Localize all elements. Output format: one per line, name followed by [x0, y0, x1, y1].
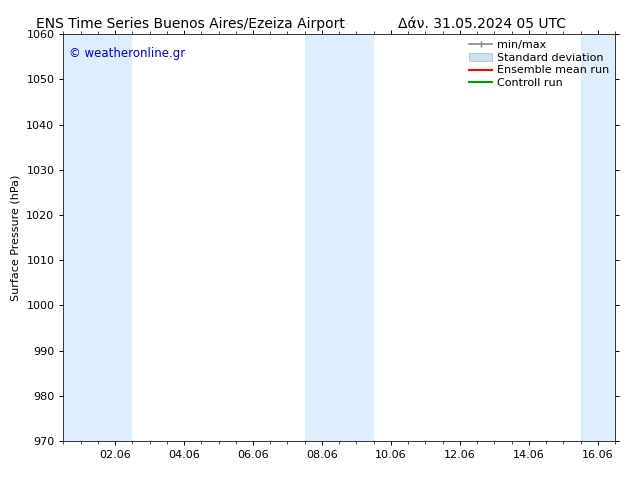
Legend: min/max, Standard deviation, Ensemble mean run, Controll run: min/max, Standard deviation, Ensemble me…	[466, 37, 612, 92]
Text: © weatheronline.gr: © weatheronline.gr	[69, 47, 185, 59]
Bar	[63, 34, 98, 441]
Bar	[98, 34, 133, 441]
Bar	[581, 34, 615, 441]
Text: Δάν. 31.05.2024 05 UTC: Δάν. 31.05.2024 05 UTC	[398, 17, 566, 31]
Bar	[305, 34, 339, 441]
Text: ENS Time Series Buenos Aires/Ezeiza Airport: ENS Time Series Buenos Aires/Ezeiza Airp…	[36, 17, 345, 31]
Bar	[339, 34, 373, 441]
Y-axis label: Surface Pressure (hPa): Surface Pressure (hPa)	[11, 174, 21, 301]
